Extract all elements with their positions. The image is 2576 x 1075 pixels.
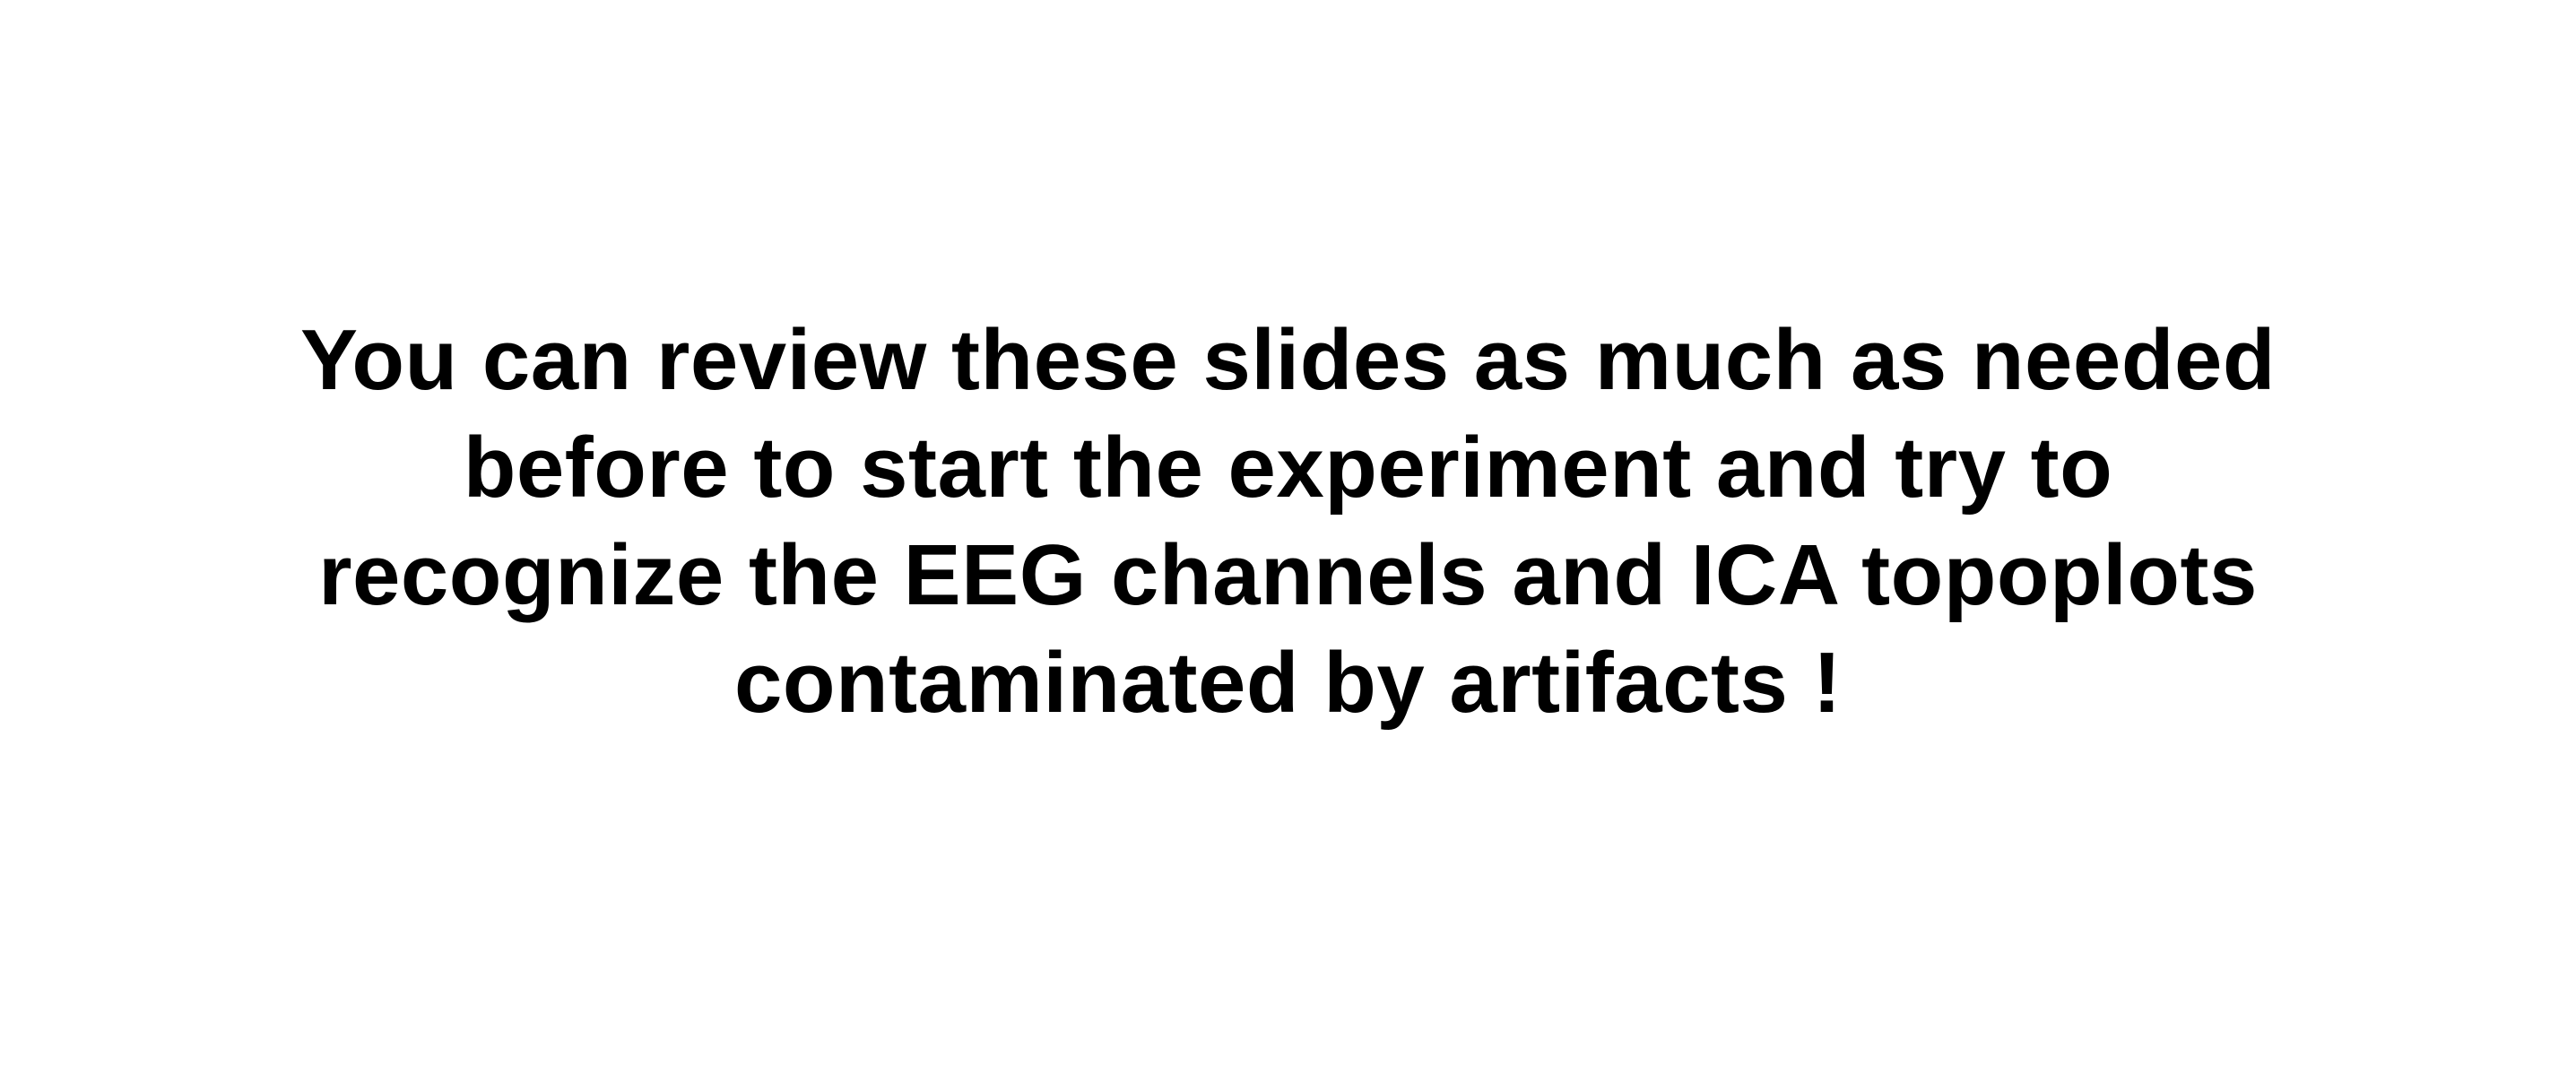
message-line-3: recognize the EEG channels and ICA topop… [318,527,2258,623]
instruction-message: You can review these slides as much as n… [0,307,2576,737]
message-line-1: You can review these slides as much as n… [300,312,2276,408]
message-line-2: before to start the experiment and try t… [463,420,2113,516]
message-line-4: contaminated by artifacts ! [733,635,1843,731]
